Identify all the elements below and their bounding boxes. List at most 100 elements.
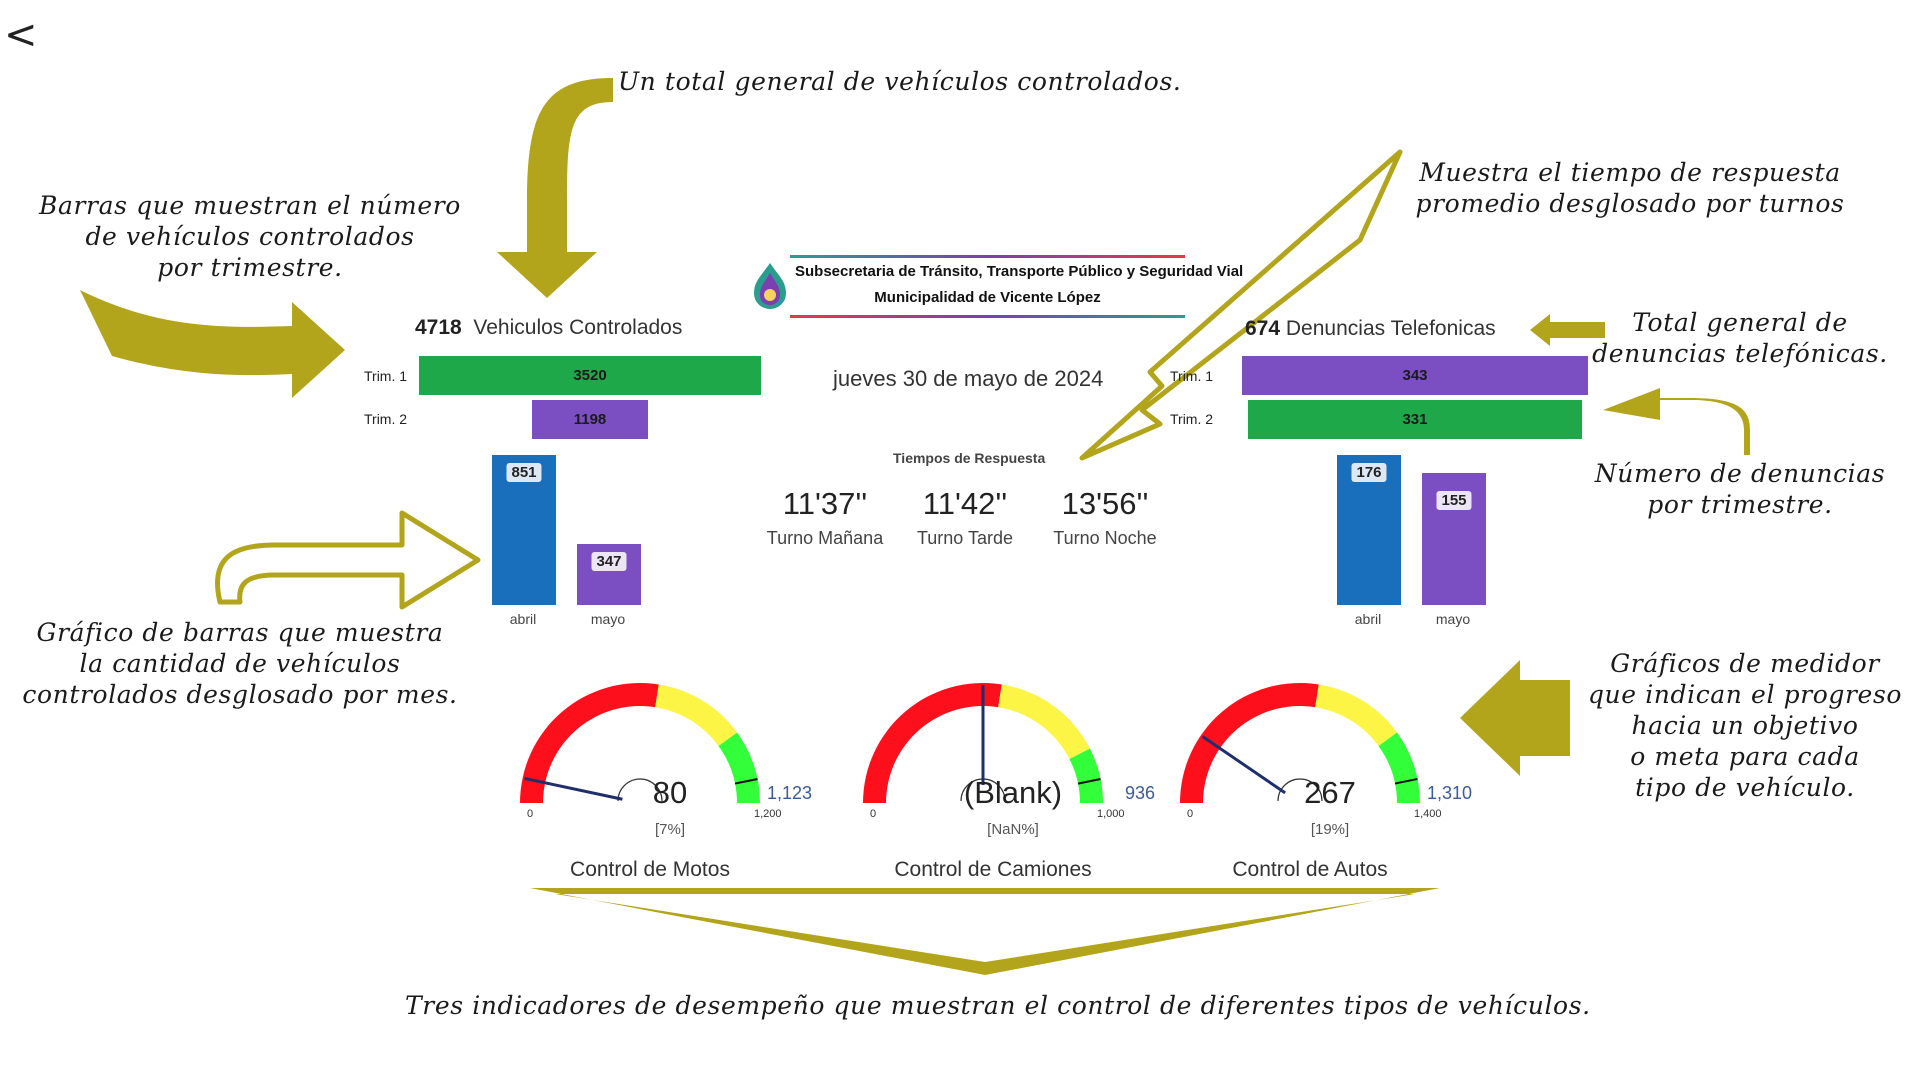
- response-times-title: Tiempos de Respuesta: [893, 450, 1046, 466]
- gauge-value: 267: [1304, 775, 1356, 810]
- vehicles-total: 4718: [415, 316, 462, 339]
- gauge-max: 1,400: [1414, 808, 1442, 820]
- logo-bottom-line: [790, 315, 1185, 318]
- bar-label: 176: [1351, 463, 1387, 482]
- vehicles-header: 4718 Vehiculos Controlados: [415, 316, 682, 340]
- month-label: abril: [1354, 611, 1382, 627]
- gauge-max: 1,000: [1097, 808, 1125, 820]
- gauge-min: 0: [527, 808, 534, 820]
- vehicles-month-bar[interactable]: 851: [492, 455, 556, 605]
- response-time-label: Turno Mañana: [766, 528, 884, 548]
- bar-label: 851: [506, 463, 542, 482]
- annotation-response-time: Muestra el tiempo de respuesta promedio …: [1415, 158, 1845, 218]
- annotation-total-vehicles: Un total general de vehículos controlado…: [618, 67, 1182, 96]
- gauge-band: [1069, 748, 1103, 803]
- calls-month-bar[interactable]: 176: [1337, 455, 1401, 605]
- gauge-band: [1180, 683, 1319, 803]
- response-time-label: Turno Noche: [1053, 528, 1157, 548]
- response-time-label: Turno Tarde: [916, 528, 1014, 548]
- gauge-target-tick: [1394, 777, 1418, 785]
- curved-arrow-left-icon: [1603, 388, 1750, 455]
- month-label: mayo: [1435, 611, 1471, 627]
- bar-label: 347: [591, 551, 627, 571]
- vehicles-trimester-chart: Trim. 1 Trim. 2 3520 1198: [350, 356, 770, 442]
- arrow-left-icon: [1530, 314, 1605, 346]
- logo-title: Subsecretaria de Tránsito, Transporte Pú…: [795, 263, 1244, 280]
- gauge-band: [863, 683, 1002, 803]
- gauge-target-tick: [734, 777, 758, 785]
- triangle-icon: [530, 888, 1440, 975]
- annotation-bars-trimester: Barras que muestran el número de vehícul…: [39, 191, 461, 282]
- calls-month-chart: 176 155: [1325, 455, 1505, 605]
- vehicles-label: Vehiculos Controlados: [473, 316, 683, 339]
- calls-trim-bar[interactable]: 331: [1248, 400, 1582, 439]
- outline-arrow-right-icon: [214, 510, 481, 610]
- calls-total: 674: [1245, 317, 1281, 340]
- trim-label: Trim. 2: [364, 411, 408, 427]
- response-time-value: 13'56'': [1061, 486, 1149, 521]
- gauge-needle: [1201, 735, 1286, 795]
- bar-label: 331: [1402, 411, 1428, 428]
- gauge-band: [655, 684, 738, 746]
- annotation-total-calls: Total general de denuncias telefónicas.: [1592, 308, 1888, 368]
- gauge-title: Control de Motos: [570, 858, 730, 881]
- gauge-hub: [617, 778, 663, 802]
- bar-label: 3520: [573, 367, 607, 384]
- annotation-month-bars: Gráfico de barras que muestra la cantida…: [22, 618, 458, 709]
- gauge-value: 80: [652, 775, 688, 810]
- gauge-needle: [524, 776, 623, 801]
- gauge-value: (Blank): [963, 775, 1063, 810]
- bar-label: 1198: [573, 411, 607, 428]
- logo-top-line: [790, 255, 1185, 258]
- gauge-band: [520, 683, 659, 803]
- vehicles-month-bar[interactable]: 347: [577, 543, 641, 605]
- gauge-percent: [19%]: [1310, 821, 1350, 838]
- gauge-target: 936: [1125, 783, 1156, 803]
- calls-label: Denuncias Telefonicas: [1285, 317, 1496, 340]
- fat-arrow-left-icon: [1460, 660, 1570, 776]
- gauge-target: 1,123: [767, 783, 813, 803]
- response-time-value: 11'37'': [782, 486, 868, 521]
- calls-trim-bar[interactable]: 343: [1242, 356, 1588, 395]
- gauge-band: [998, 684, 1090, 759]
- logo-banner: Subsecretaria de Tránsito, Transporte Pú…: [750, 253, 1243, 319]
- calls-header: 674 Denuncias Telefonicas: [1245, 317, 1496, 341]
- back-button[interactable]: <: [4, 12, 38, 58]
- month-label: abril: [509, 611, 537, 627]
- gauge-band: [718, 732, 760, 803]
- report-date: jueves 30 de mayo de 2024: [833, 366, 1104, 391]
- logo-icon: [754, 263, 786, 309]
- gauge-min: 0: [1187, 808, 1194, 820]
- annotation-gauges: Gráficos de medidor que indican el progr…: [1587, 649, 1903, 802]
- gauge-hub: [1277, 778, 1323, 802]
- gauge-target-tick: [1077, 778, 1101, 785]
- response-time-value: 11'42'': [922, 486, 1008, 521]
- gauge-max: 1,200: [754, 808, 782, 820]
- gauge-percent: [NaN%]: [987, 821, 1039, 838]
- vehicles-month-chart: 851 347: [480, 455, 660, 605]
- gauge-autos[interactable]: 267 [19%] 0 1,400 1,310 Control de Autos: [1180, 628, 1480, 888]
- gauge-camiones[interactable]: (Blank) [NaN%] 0 1,000 936 Control de Ca…: [863, 628, 1163, 888]
- response-time-card: 11'42'' Turno Tarde: [895, 486, 1035, 549]
- month-label: mayo: [590, 611, 626, 627]
- gauge-percent: [7%]: [654, 821, 685, 838]
- vehicles-trim-bar[interactable]: 1198: [531, 400, 649, 439]
- outline-arrow-diagonal-icon: [1079, 149, 1403, 461]
- calls-trimester-chart: Trim. 1 Trim. 2 343 331: [1170, 356, 1588, 442]
- gauge-title: Control de Camiones: [894, 858, 1092, 881]
- calls-month-bar[interactable]: 155: [1422, 472, 1486, 605]
- response-time-card: 13'56'' Turno Noche: [1035, 486, 1175, 549]
- annotation-kpis: Tres indicadores de desempeño que muestr…: [405, 991, 1591, 1020]
- gauge-motos[interactable]: 80 [7%] 0 1,200 1,123 Control de Motos: [520, 628, 820, 888]
- gauge-title: Control de Autos: [1232, 858, 1388, 881]
- gauge-target: 1,310: [1427, 783, 1473, 803]
- bar-label: 155: [1436, 490, 1472, 510]
- gauge-band: [1315, 684, 1398, 746]
- bar-label: 343: [1402, 367, 1428, 384]
- vehicles-trim-bar[interactable]: 3520: [419, 356, 761, 395]
- arrow-right-icon: [80, 290, 345, 398]
- trim-label: Trim. 1: [1170, 368, 1214, 384]
- gauge-band: [1378, 732, 1420, 803]
- arrow-down-icon: [497, 78, 613, 298]
